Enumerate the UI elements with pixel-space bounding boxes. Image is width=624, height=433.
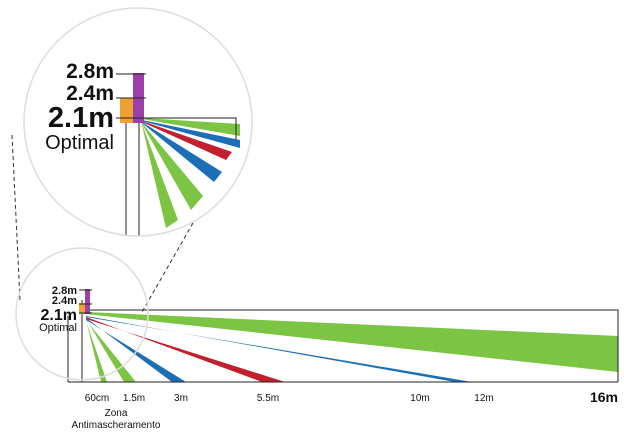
distance-label-60cm: 60cm bbox=[85, 393, 109, 404]
zoom-label-optimal: Optimal bbox=[45, 132, 114, 154]
beam-green-60cm bbox=[86, 320, 107, 382]
distance-label-3m: 3m bbox=[174, 393, 188, 404]
distance-label-16m: 16m bbox=[590, 389, 618, 405]
mount-height-bar-purple bbox=[85, 289, 90, 314]
zoom-room-outline bbox=[126, 117, 237, 140]
magnified-zoom-circle: 2.8m 2.4m 2.1m Optimal bbox=[23, 7, 253, 237]
zone-label-line1: Zona bbox=[105, 408, 128, 419]
beam-green-16m bbox=[86, 312, 618, 372]
zoom-beam-green-16m bbox=[142, 118, 240, 136]
distance-axis: 60cm 1.5m 3m 5.5m 10m 12m 16m Zona Antim… bbox=[72, 389, 618, 431]
zoom-connector-right bbox=[141, 222, 194, 313]
small-label-2.1m: 2.1m bbox=[41, 307, 77, 324]
zoom-label-2.4m: 2.4m bbox=[66, 82, 114, 105]
small-label-optimal: Optimal bbox=[39, 322, 77, 334]
zoom-beam-green-1.5m bbox=[142, 123, 203, 210]
distance-label-12m: 12m bbox=[474, 393, 493, 404]
zoom-label-2.1m: 2.1m bbox=[48, 102, 114, 134]
room-outline bbox=[80, 309, 619, 382]
zone-label-line2: Antimascheramento bbox=[72, 420, 161, 431]
small-label-2.4m: 2.4m bbox=[52, 295, 77, 307]
zoom-label-2.8m: 2.8m bbox=[66, 60, 114, 83]
distance-label-10m: 10m bbox=[410, 393, 429, 404]
zoom-beam-red-5.5m bbox=[142, 121, 232, 160]
mount-height-bar-orange bbox=[79, 303, 85, 314]
zoom-beam-green-60cm bbox=[142, 124, 178, 228]
main-diagram bbox=[67, 289, 619, 383]
zoom-height-bar-orange bbox=[120, 98, 133, 123]
small-label-2.8m: 2.8m bbox=[52, 285, 77, 297]
small-zoom-circle: 2.8m 2.4m 2.1m Optimal bbox=[15, 247, 149, 381]
zoom-beam-blue-12m bbox=[142, 120, 240, 148]
zoom-beam-blue-3m bbox=[142, 122, 222, 182]
distance-label-1.5m: 1.5m bbox=[123, 393, 145, 404]
distance-label-5.5m: 5.5m bbox=[257, 393, 279, 404]
zoom-connector-left bbox=[11, 134, 21, 301]
